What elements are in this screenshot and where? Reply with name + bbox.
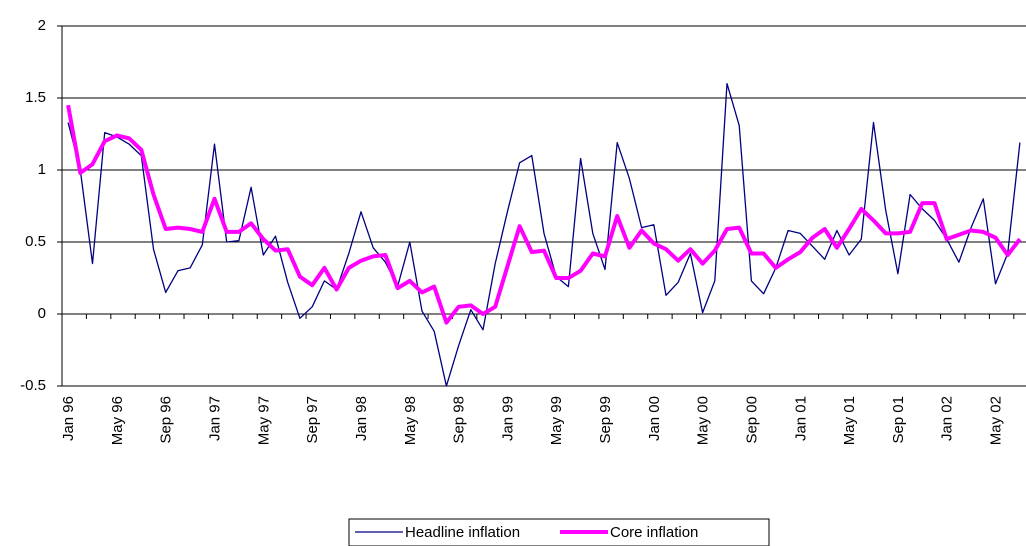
series-line	[66, 104, 1022, 325]
y-tick-label: 1	[38, 161, 46, 178]
x-tick-label: Jan 97	[207, 396, 224, 441]
x-tick-label: May 01	[841, 396, 858, 445]
x-tick-label: May 02	[987, 396, 1004, 445]
y-tick-label: -0.5	[20, 377, 46, 394]
y-tick-label: 2	[38, 17, 46, 34]
x-tick-label: Jan 00	[646, 396, 663, 441]
x-tick-label: Sep 97	[304, 396, 321, 444]
y-tick-label: 1.5	[25, 89, 46, 106]
legend-label: Core inflation	[610, 524, 698, 541]
x-tick-label: Jan 02	[939, 396, 956, 441]
x-tick-label: Sep 01	[890, 396, 907, 444]
x-tick-label: Sep 96	[158, 396, 175, 444]
x-tick-label: May 97	[255, 396, 272, 445]
y-tick-label: 0	[38, 305, 46, 322]
legend-box	[348, 518, 770, 546]
x-tick-label: Jan 98	[353, 396, 370, 441]
legend-label: Headline inflation	[405, 524, 520, 541]
x-tick-label: May 96	[109, 396, 126, 445]
x-tick-label: May 98	[402, 396, 419, 445]
x-tick-label: Jan 96	[60, 396, 77, 441]
legend: Headline inflation Core inflation	[348, 518, 770, 546]
x-tick-label: Jan 01	[792, 396, 809, 441]
x-tick-label: Sep 00	[743, 396, 760, 444]
x-tick-label: Sep 98	[451, 396, 468, 444]
x-tick-label: May 00	[695, 396, 712, 445]
series-line	[67, 82, 1021, 387]
y-tick-label: 0.5	[25, 233, 46, 250]
x-tick-label: May 99	[548, 396, 565, 445]
x-tick-label: Jan 99	[499, 396, 516, 441]
x-tick-label: Sep 99	[597, 396, 614, 444]
